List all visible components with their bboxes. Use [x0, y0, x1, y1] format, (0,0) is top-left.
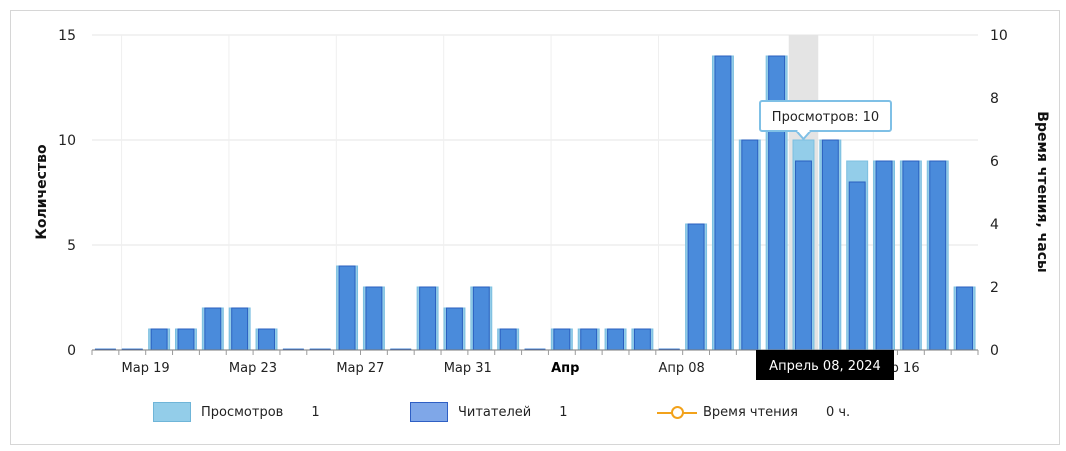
legend-label-reading-time: Время чтения	[703, 404, 798, 420]
tooltip-box	[759, 100, 892, 132]
bar-readers	[741, 139, 759, 351]
bar-readers	[607, 328, 625, 351]
bar-readers	[338, 265, 356, 351]
legend-count-views: 1	[311, 404, 320, 420]
bar-readers	[580, 328, 598, 351]
legend-item-reading-time[interactable]: Время чтения 0 ч.	[657, 401, 850, 423]
bar-readers	[848, 181, 866, 351]
bar-readers	[231, 307, 249, 351]
legend-item-views[interactable]: Просмотров 1	[153, 401, 320, 423]
bar-readers	[365, 286, 383, 351]
y-axis-left-ticks: 0 5 10 15	[58, 28, 76, 359]
x-tick-label: Мар 31	[444, 361, 492, 376]
bar-readers	[956, 286, 974, 351]
bar-readers	[821, 139, 839, 351]
crosshair-date-label: Апрель 08, 2024	[756, 350, 894, 380]
bar-readers	[633, 328, 651, 351]
legend-swatch-views	[153, 402, 191, 422]
legend-label-views: Просмотров	[201, 404, 284, 420]
bar-readers	[472, 286, 490, 351]
bar-readers	[875, 160, 893, 351]
y-right-tick-label: 4	[990, 217, 999, 233]
legend-label-readers: Читателей	[458, 404, 532, 420]
bar-readers	[499, 328, 517, 351]
y-right-tick-label: 8	[990, 91, 999, 107]
bar-readers	[795, 160, 812, 351]
bar-readers	[204, 307, 222, 351]
y-right-tick-label: 6	[990, 154, 999, 170]
y-axis-right-ticks: 0 2 4 6 8 10	[990, 28, 1008, 359]
y-axis-left-label: Количество	[34, 144, 50, 240]
bar-readers	[902, 160, 920, 351]
crosshair-label-text: Апрель 08, 2024	[769, 359, 881, 374]
bar-readers	[553, 328, 571, 351]
y-right-tick-label: 10	[990, 28, 1008, 44]
y-left-tick-label: 5	[67, 238, 76, 254]
tooltip: Просмотров: 10	[759, 100, 892, 141]
tooltip-arrow-mask	[797, 129, 810, 132]
x-tick-label: Мар 23	[229, 361, 277, 376]
y-left-tick-label: 15	[58, 28, 76, 44]
gridlines	[92, 34, 978, 351]
bar-readers	[714, 55, 732, 351]
legend-item-readers[interactable]: Читателей 1	[410, 401, 568, 423]
y-left-tick-label: 0	[67, 343, 76, 359]
y-right-tick-label: 2	[990, 280, 999, 296]
bar-readers	[929, 160, 947, 351]
legend-line-icon	[657, 402, 697, 422]
bar-readers	[687, 223, 705, 351]
crosshair-label-box	[756, 350, 894, 380]
legend-swatch-readers	[410, 402, 448, 422]
x-tick-label: Мар 27	[336, 361, 384, 376]
y-left-tick-label: 10	[58, 133, 76, 149]
y-right-tick-label: 0	[990, 343, 999, 359]
x-tick-label: Апр 08	[659, 361, 705, 376]
tooltip-text: Просмотров: 10	[772, 110, 879, 125]
bar-readers	[445, 307, 463, 351]
bar-readers	[150, 328, 168, 351]
bar-readers	[177, 328, 195, 351]
y-axis-right-label: Время чтения, часы	[1034, 111, 1050, 272]
x-tick-label: Мар 19	[122, 361, 170, 376]
bar-readers	[258, 328, 275, 351]
legend-count-readers: 1	[559, 404, 568, 420]
x-tick-label: Апр	[551, 361, 579, 376]
bar-readers	[419, 286, 437, 351]
legend-count-reading-time: 0 ч.	[825, 404, 851, 420]
